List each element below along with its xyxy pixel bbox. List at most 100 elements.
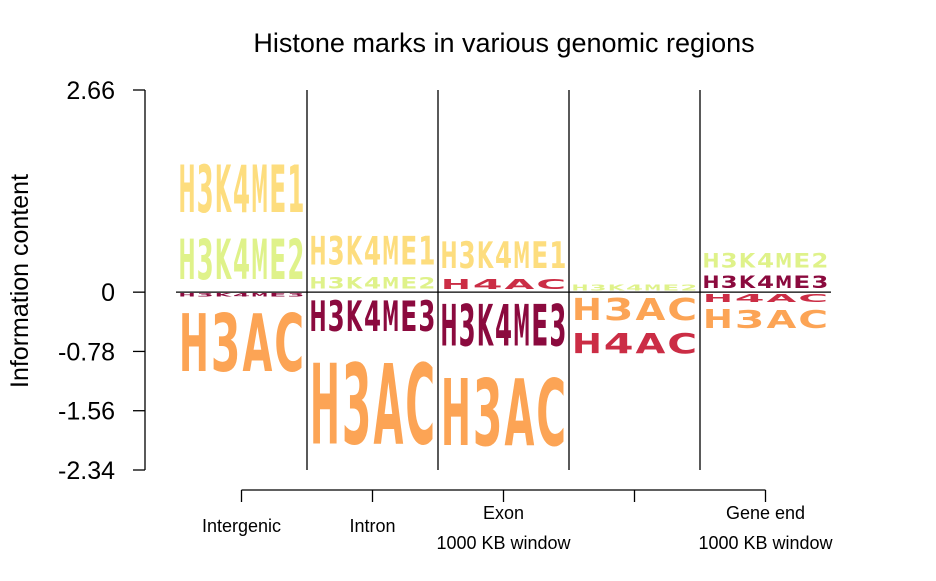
logo-letter: M [644, 284, 661, 293]
logo-letter: H [703, 274, 720, 293]
logo-letter: H [441, 235, 458, 277]
x-tick-label: Gene end [726, 503, 805, 523]
logo-letter: H [179, 153, 196, 229]
logo-letter: C [667, 293, 697, 327]
logo-letter: M [513, 235, 530, 277]
logo-letter: K [739, 249, 757, 272]
logo-letter: 4 [473, 278, 503, 293]
logo-letter: C [798, 292, 828, 304]
logo-letter: 1 [418, 229, 435, 274]
logo-letter: E [531, 293, 548, 359]
logo-letter: 4 [233, 293, 250, 298]
logo-letter: 3 [735, 305, 765, 334]
logo-letter: 4 [233, 151, 250, 228]
y-axis-label: Information content [6, 174, 34, 388]
logo-letter: 3 [459, 293, 476, 359]
logo-letter: 4 [233, 228, 250, 293]
x-tick-label: Exon [483, 503, 524, 523]
logo-letter: 4 [757, 250, 774, 273]
logo-letter: 3 [418, 293, 435, 342]
x-tick-label: 1000 KB window [698, 533, 833, 553]
logo-letter: 4 [735, 292, 765, 304]
logo-letter: K [346, 275, 363, 293]
logo-letter: 3 [328, 229, 345, 274]
logo-letter: M [513, 292, 530, 358]
logo-letter: C [405, 341, 435, 470]
logo-letter: H [179, 227, 196, 292]
logo-letter: H [441, 293, 458, 360]
logo-letter: E [400, 229, 417, 274]
logo-letter: 4 [495, 293, 512, 359]
logo-letter: 3 [197, 151, 214, 228]
logo-letter: 3 [459, 235, 476, 277]
logo-letter: 3 [197, 228, 214, 293]
logo-letter: 3 [211, 299, 241, 391]
logo-letter: E [400, 274, 417, 292]
logo-letter: E [531, 236, 548, 278]
logo-letter: 3 [342, 341, 372, 470]
logo-letter: 3 [604, 292, 634, 327]
logo-letter: 4 [364, 274, 381, 292]
logo-letter: H [441, 277, 471, 292]
logo-letter: M [382, 230, 399, 275]
logo-letter: H [179, 299, 209, 391]
logo-letter: A [504, 277, 535, 292]
logo-letter: 4 [364, 229, 381, 274]
logo-letter: M [775, 251, 792, 273]
logo-letter: 4 [364, 293, 381, 342]
logo-letter: K [477, 294, 494, 360]
logo-letter: H [572, 292, 602, 327]
logo-letter: 3 [473, 359, 503, 467]
logo-letter: M [382, 293, 399, 341]
logo-letter: 3 [811, 272, 828, 292]
logo-letter: 1 [287, 151, 304, 228]
logo-letter: E [793, 273, 810, 293]
x-tick-label: 1000 KB window [436, 533, 571, 553]
logo-letter: K [477, 235, 494, 278]
logo-letter: 2 [811, 250, 828, 273]
logo-letter: 4 [604, 327, 634, 360]
logo-letter: H [572, 327, 602, 360]
logo-letter: K [346, 230, 363, 275]
logo-letter: 3 [549, 293, 566, 359]
logo-letter: K [215, 153, 232, 228]
logo-letter: 2 [418, 274, 435, 292]
logo-letter: K [608, 283, 625, 292]
logo-letter: E [269, 292, 286, 297]
y-tick-label: 0 [101, 279, 115, 307]
logo-letter: 3 [197, 293, 214, 298]
logo-letter: C [667, 328, 697, 360]
logo-letter: H [310, 293, 327, 341]
logo-letter: 3 [287, 293, 304, 298]
logo-letter: 4 [626, 283, 643, 292]
logo-letter: H [310, 275, 327, 293]
logo-letter: C [536, 359, 566, 466]
x-tick-label: Intergenic [202, 516, 281, 536]
logo-letter: K [215, 227, 232, 292]
logo-letter: C [274, 298, 304, 390]
logo-letter: 1 [549, 235, 566, 277]
logo-letter: 2 [680, 283, 697, 292]
logo-letter: M [251, 228, 268, 293]
logo-letter: C [798, 305, 828, 334]
x-tick-label: Intron [349, 516, 395, 536]
chart-title: Histone marks in various genomic regions [253, 28, 754, 58]
logo-letter: 3 [328, 293, 345, 342]
x-axis: Intergenic Intron Exon 1000 KB window Gene e… [202, 489, 834, 553]
